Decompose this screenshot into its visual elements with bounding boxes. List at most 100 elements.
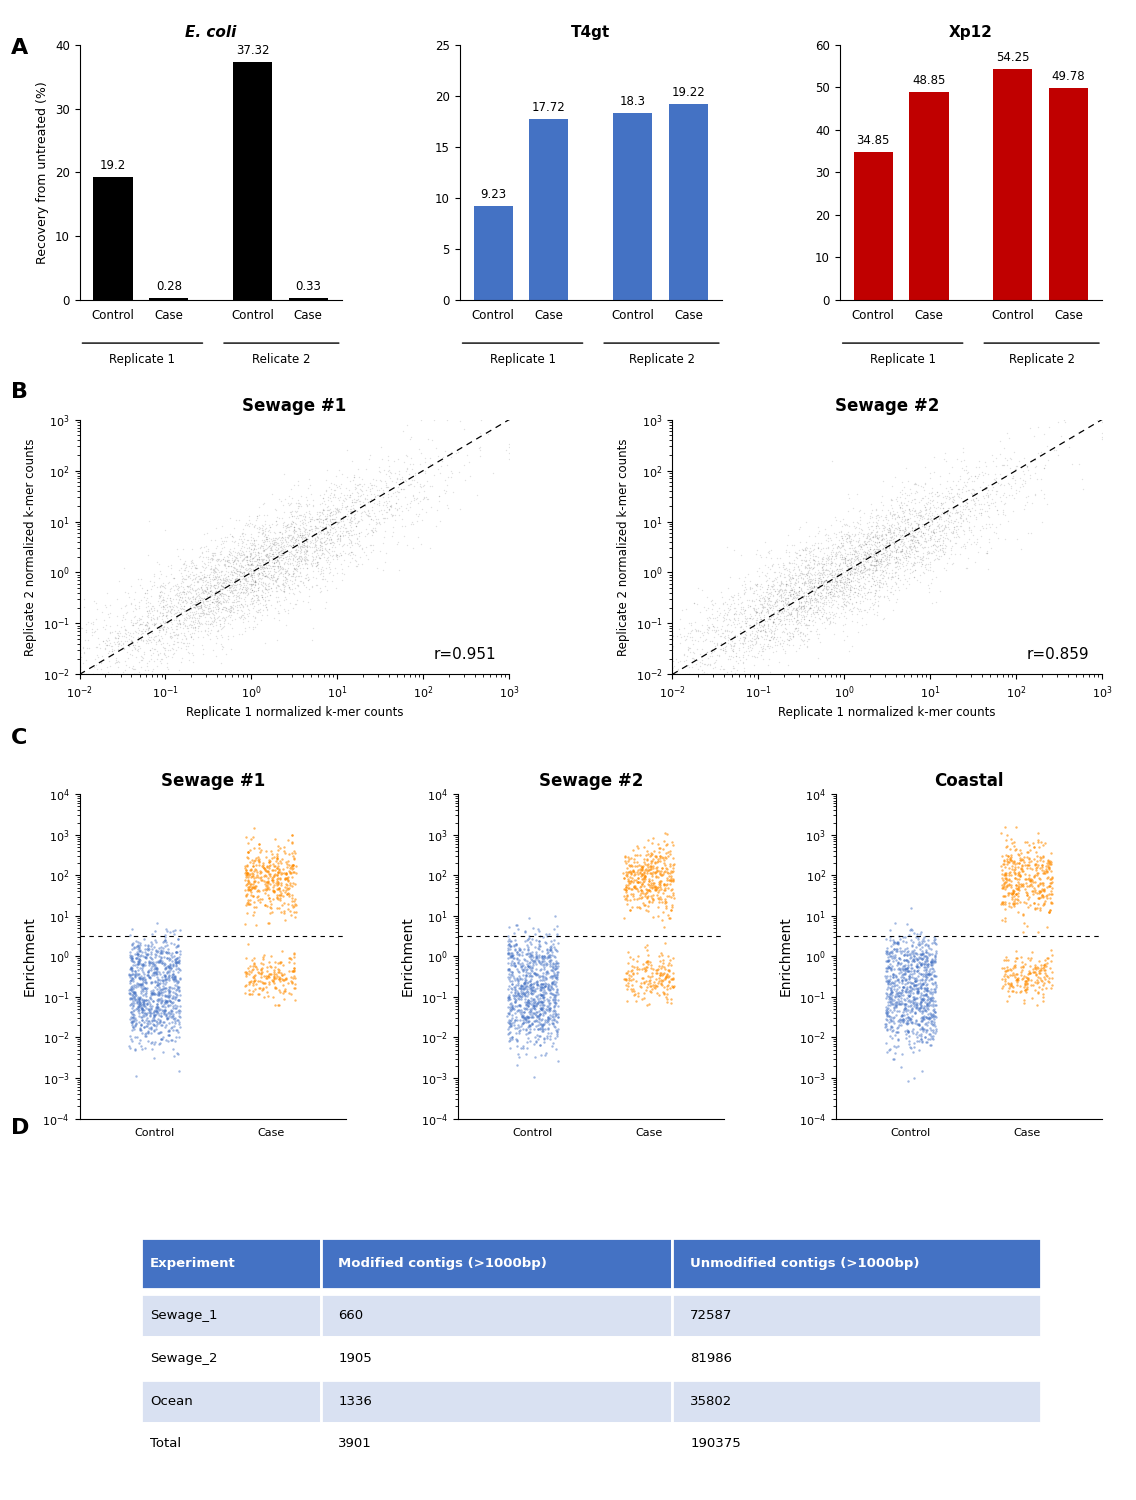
Point — [901, 536, 919, 560]
Point — [149, 1008, 167, 1032]
Point — [665, 974, 683, 998]
Point — [244, 853, 262, 877]
Point — [182, 624, 200, 648]
Point — [797, 600, 816, 624]
Point — [390, 480, 408, 504]
Point — [735, 580, 753, 604]
Point — [533, 992, 551, 1016]
Point — [663, 640, 682, 664]
Point — [335, 489, 353, 513]
Point — [292, 549, 310, 573]
Point — [286, 904, 304, 928]
Point — [912, 1028, 930, 1051]
Point — [151, 628, 169, 652]
Point — [804, 573, 822, 597]
Point — [932, 524, 950, 548]
Point — [826, 603, 844, 627]
Point — [345, 489, 364, 513]
Point — [912, 536, 930, 560]
Point — [506, 954, 524, 978]
Point — [922, 960, 941, 984]
Point — [316, 532, 334, 556]
Point — [802, 576, 820, 600]
Point — [751, 618, 769, 642]
Point — [1018, 453, 1036, 477]
Point — [894, 928, 912, 952]
Point — [501, 987, 519, 1011]
Point — [181, 580, 199, 604]
Point — [150, 618, 168, 642]
Point — [925, 526, 943, 550]
Point — [625, 884, 643, 908]
Point — [887, 538, 905, 562]
Point — [159, 572, 177, 596]
Point — [637, 880, 655, 904]
Point — [145, 928, 164, 952]
Point — [716, 624, 734, 648]
Point — [549, 1010, 567, 1034]
Point — [199, 540, 217, 564]
Point — [308, 532, 326, 556]
Point — [909, 976, 927, 1000]
Point — [232, 552, 250, 576]
Point — [70, 628, 89, 652]
Point — [260, 525, 278, 549]
Point — [862, 550, 880, 574]
Point — [999, 948, 1017, 972]
Point — [132, 964, 150, 988]
Point — [253, 562, 272, 586]
Point — [878, 531, 896, 555]
Point — [980, 526, 999, 550]
Point — [243, 884, 261, 908]
Point — [785, 579, 803, 603]
Point — [95, 608, 114, 631]
Point — [954, 498, 972, 522]
Point — [894, 562, 912, 586]
Point — [836, 592, 854, 616]
Point — [186, 566, 204, 590]
Point — [1035, 954, 1053, 978]
Point — [250, 847, 268, 871]
Point — [1034, 878, 1052, 902]
Point — [285, 544, 303, 568]
Point — [251, 567, 269, 591]
Point — [835, 591, 853, 615]
Point — [308, 550, 326, 574]
Point — [316, 492, 334, 516]
Point — [193, 549, 211, 573]
Point — [880, 531, 899, 555]
Point — [1018, 970, 1036, 994]
Point — [244, 596, 262, 619]
Point — [780, 540, 799, 564]
Point — [373, 503, 391, 526]
Point — [901, 496, 919, 520]
Point — [912, 1024, 930, 1048]
Point — [809, 536, 827, 560]
Point — [536, 1017, 554, 1041]
Point — [270, 558, 289, 582]
Point — [387, 498, 406, 522]
Point — [638, 975, 657, 999]
Point — [242, 546, 260, 570]
Point — [1010, 874, 1028, 898]
Text: C: C — [11, 728, 27, 747]
Point — [235, 592, 253, 616]
Point — [124, 626, 142, 650]
Point — [517, 993, 535, 1017]
Point — [144, 957, 162, 981]
Point — [905, 1035, 924, 1059]
Point — [254, 555, 273, 579]
Point — [527, 1029, 545, 1053]
Y-axis label: Replicate 2 normalized k-mer counts: Replicate 2 normalized k-mer counts — [617, 438, 630, 656]
Point — [544, 1011, 562, 1035]
Point — [926, 993, 944, 1017]
Point — [149, 957, 167, 981]
Point — [626, 876, 644, 900]
Point — [125, 936, 143, 960]
Point — [145, 952, 164, 976]
Point — [450, 460, 468, 484]
Point — [249, 549, 267, 573]
Point — [885, 957, 903, 981]
Point — [849, 548, 867, 572]
Point — [249, 540, 267, 564]
